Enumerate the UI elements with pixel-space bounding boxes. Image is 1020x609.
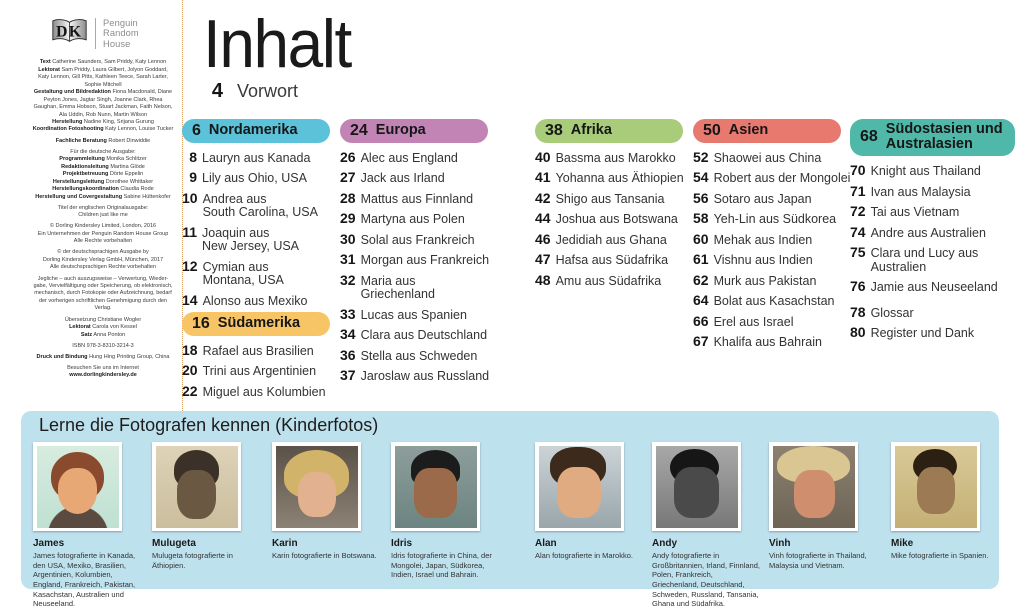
svg-text:D: D: [56, 23, 67, 40]
svg-text:K: K: [69, 23, 82, 40]
